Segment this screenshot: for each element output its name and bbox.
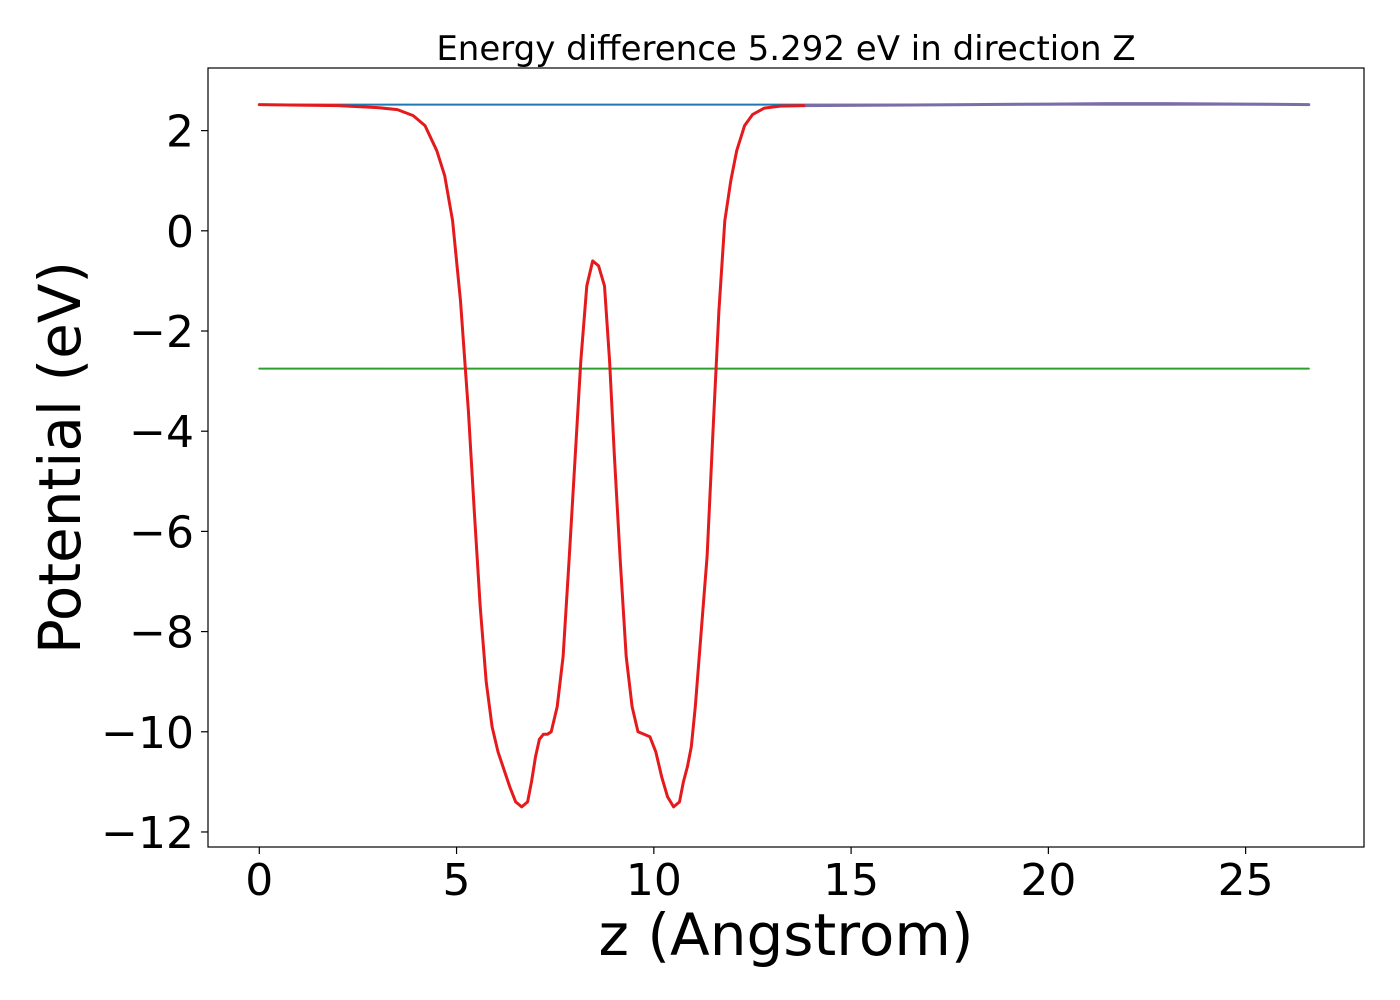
chart-title: Energy difference 5.292 eV in direction … xyxy=(436,29,1135,69)
plot-area xyxy=(257,102,1311,809)
x-tick-label: 10 xyxy=(626,855,682,906)
x-axis: 0 5 10 15 20 25 xyxy=(245,847,1274,906)
x-tick-label: 15 xyxy=(823,855,879,906)
y-tick-label: −4 xyxy=(129,407,194,458)
x-tick-label: 25 xyxy=(1218,855,1274,906)
y-axis: 2 0 −2 −4 −6 −8 −10 −12 xyxy=(101,107,208,859)
y-tick-label: 0 xyxy=(166,207,194,258)
y-tick-label: −2 xyxy=(129,307,194,358)
y-tick-label: −6 xyxy=(129,507,194,558)
series-line-3 xyxy=(802,102,1311,108)
y-tick-label: 2 xyxy=(166,107,194,158)
x-tick-label: 20 xyxy=(1020,855,1076,906)
x-tick-label: 0 xyxy=(245,855,273,906)
y-tick-label: −10 xyxy=(101,708,194,759)
x-tick-label: 5 xyxy=(443,855,471,906)
y-tick-label: −12 xyxy=(101,808,194,859)
y-tick-label: −8 xyxy=(129,608,194,659)
x-axis-label: z (Angstrom) xyxy=(599,901,974,969)
series-line-4 xyxy=(257,103,806,809)
plot-frame xyxy=(207,67,1365,848)
y-axis-label: Potential (eV) xyxy=(26,261,94,654)
